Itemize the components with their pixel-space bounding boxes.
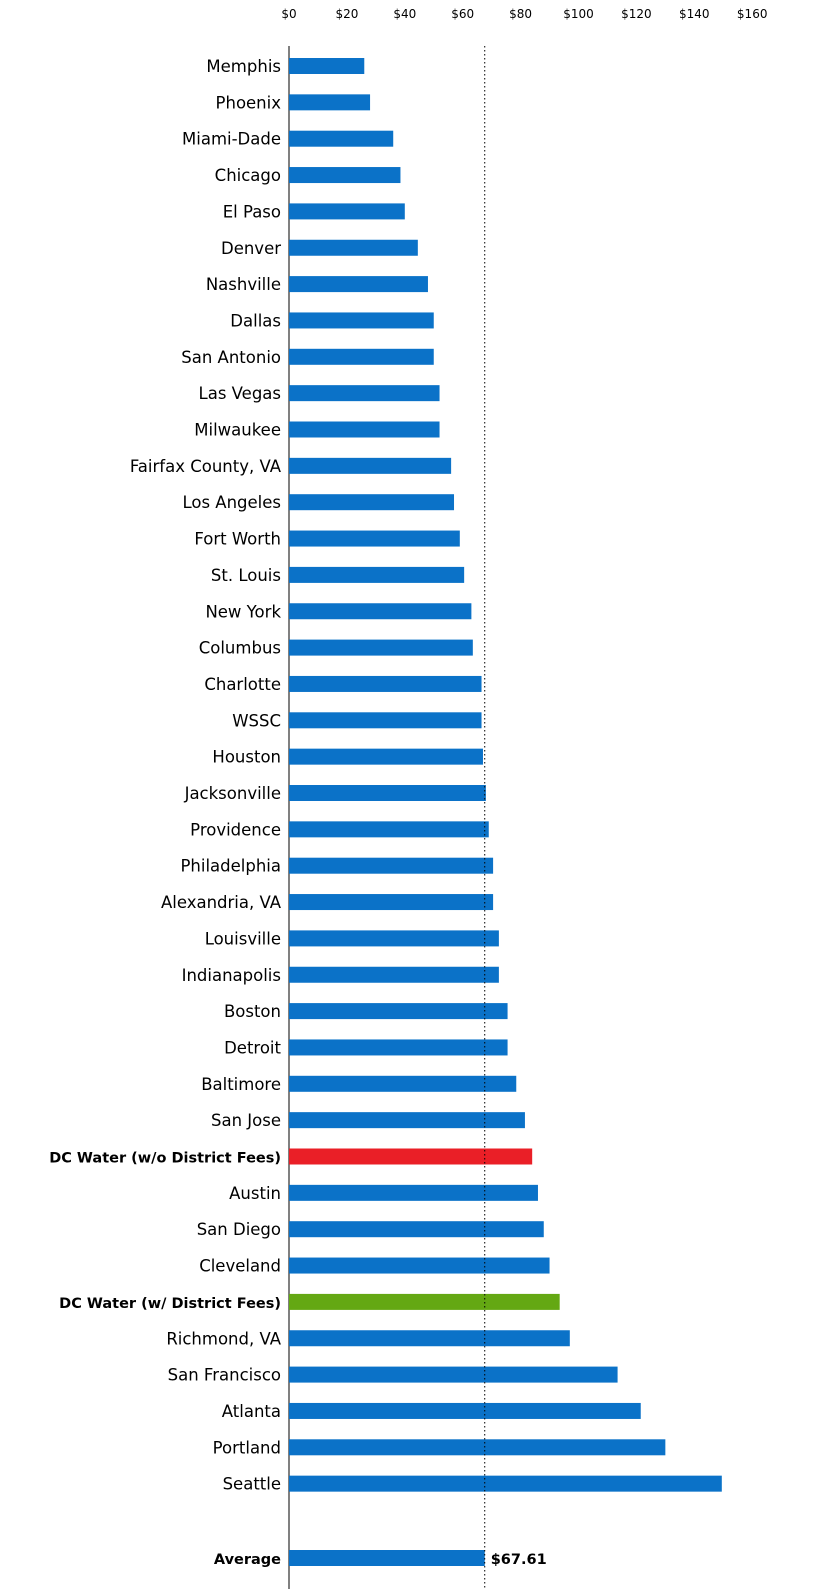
bar-36 xyxy=(289,1366,618,1383)
bar-39 xyxy=(289,1475,722,1492)
bar-21 xyxy=(289,821,489,838)
bar-24 xyxy=(289,930,499,947)
category-label-average: Average xyxy=(214,1552,281,1568)
category-label-19: Houston xyxy=(212,748,281,767)
bar-31 xyxy=(289,1184,538,1201)
category-label-22: Philadelphia xyxy=(180,857,281,876)
x-axis-ticks: $0 $20 $40 $60 $80 $100 $120 $140 $160 xyxy=(281,7,767,21)
bar-32 xyxy=(289,1221,544,1238)
bar-23 xyxy=(289,894,494,911)
bar-11 xyxy=(289,457,452,474)
category-label-5: Denver xyxy=(221,239,281,258)
bar-15 xyxy=(289,603,472,620)
category-label-12: Los Angeles xyxy=(182,493,281,512)
bar-17 xyxy=(289,675,482,692)
x-tick-label: $120 xyxy=(621,7,652,21)
bar-34 xyxy=(289,1293,560,1310)
category-label-0: Memphis xyxy=(206,57,281,76)
bar-19 xyxy=(289,748,483,765)
category-label-9: Las Vegas xyxy=(199,384,281,403)
bar-38 xyxy=(289,1439,666,1456)
bar-30 xyxy=(289,1148,533,1165)
bar-26 xyxy=(289,1003,508,1020)
bar-28 xyxy=(289,1075,517,1092)
x-tick-label: $40 xyxy=(393,7,416,21)
category-label-30: DC Water (w/o District Fees) xyxy=(49,1151,281,1167)
category-label-34: DC Water (w/ District Fees) xyxy=(59,1296,281,1312)
category-label-13: Fort Worth xyxy=(194,530,281,549)
category-label-11: Fairfax County, VA xyxy=(130,457,282,476)
x-tick-label: $0 xyxy=(281,7,296,21)
bar-29 xyxy=(289,1112,525,1129)
category-label-23: Alexandria, VA xyxy=(161,893,282,912)
category-label-28: Baltimore xyxy=(201,1075,281,1094)
category-label-25: Indianapolis xyxy=(182,966,281,985)
bar-20 xyxy=(289,785,486,801)
category-label-38: Portland xyxy=(213,1438,281,1457)
bar-16 xyxy=(289,639,473,656)
bar-14 xyxy=(289,566,465,583)
category-label-27: Detroit xyxy=(224,1038,281,1057)
category-label-8: San Antonio xyxy=(181,348,281,367)
category-label-17: Charlotte xyxy=(204,675,281,694)
category-label-16: Columbus xyxy=(199,639,281,658)
bar-8 xyxy=(289,348,434,365)
category-label-15: New York xyxy=(205,602,281,621)
bar-10 xyxy=(289,421,440,438)
category-label-7: Dallas xyxy=(230,311,281,330)
category-label-18: WSSC xyxy=(232,711,281,730)
category-label-36: San Francisco xyxy=(168,1366,281,1385)
category-label-26: Boston xyxy=(224,1002,281,1021)
bar-9 xyxy=(289,385,440,402)
bar-18 xyxy=(289,712,482,729)
x-tick-label: $60 xyxy=(451,7,474,21)
x-tick-label: $140 xyxy=(679,7,710,21)
bar-6 xyxy=(289,276,428,293)
bar-12 xyxy=(289,494,455,511)
category-label-37: Atlanta xyxy=(222,1402,281,1421)
category-label-33: Cleveland xyxy=(199,1257,281,1276)
category-label-2: Miami-Dade xyxy=(182,130,281,149)
bar-13 xyxy=(289,530,460,547)
bar-average xyxy=(289,1550,485,1566)
bar-5 xyxy=(289,239,418,256)
category-label-29: San Jose xyxy=(211,1111,281,1130)
bar-4 xyxy=(289,203,405,220)
bar-1 xyxy=(289,94,371,111)
category-label-35: Richmond, VA xyxy=(166,1329,281,1348)
bar-3 xyxy=(289,167,401,184)
category-label-24: Louisville xyxy=(205,929,281,948)
x-tick-label: $20 xyxy=(335,7,358,21)
average-value-label: $67.61 xyxy=(491,1552,547,1568)
bar-27 xyxy=(289,1039,508,1056)
category-label-31: Austin xyxy=(229,1184,281,1203)
bar-33 xyxy=(289,1257,550,1274)
x-tick-label: $80 xyxy=(509,7,532,21)
category-label-39: Seattle xyxy=(223,1475,281,1494)
bar-0 xyxy=(289,58,365,74)
bars xyxy=(289,58,722,1566)
category-label-6: Nashville xyxy=(206,275,281,294)
bar-25 xyxy=(289,966,499,983)
category-label-20: Jacksonville xyxy=(184,784,281,803)
category-label-4: El Paso xyxy=(223,202,281,221)
bar-35 xyxy=(289,1330,570,1347)
category-label-14: St. Louis xyxy=(211,566,281,585)
category-label-1: Phoenix xyxy=(216,93,282,112)
category-label-32: San Diego xyxy=(197,1220,281,1239)
bar-7 xyxy=(289,312,434,329)
bar-22 xyxy=(289,857,494,874)
category-label-21: Providence xyxy=(190,820,281,839)
category-labels: Memphis Phoenix Miami-Dade Chicago El Paso De… xyxy=(49,57,282,1568)
category-label-3: Chicago xyxy=(215,166,281,185)
bar-37 xyxy=(289,1402,641,1419)
bar-2 xyxy=(289,130,394,147)
x-tick-label: $160 xyxy=(737,7,768,21)
x-tick-label: $100 xyxy=(563,7,594,21)
category-label-10: Milwaukee xyxy=(194,421,281,440)
